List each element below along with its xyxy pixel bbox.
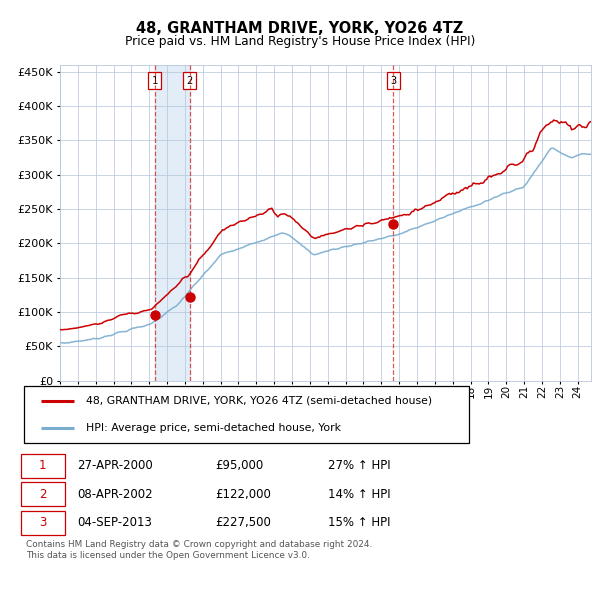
Text: Price paid vs. HM Land Registry's House Price Index (HPI): Price paid vs. HM Land Registry's House … xyxy=(125,35,475,48)
Text: 3: 3 xyxy=(390,76,397,86)
Text: 1: 1 xyxy=(39,460,47,473)
Text: 2: 2 xyxy=(187,76,193,86)
Text: £95,000: £95,000 xyxy=(215,460,263,473)
Text: This data is licensed under the Open Government Licence v3.0.: This data is licensed under the Open Gov… xyxy=(26,551,310,560)
Text: 08-APR-2002: 08-APR-2002 xyxy=(77,488,153,501)
Text: Contains HM Land Registry data © Crown copyright and database right 2024.: Contains HM Land Registry data © Crown c… xyxy=(26,540,373,549)
Text: 3: 3 xyxy=(39,516,47,529)
Text: £227,500: £227,500 xyxy=(215,516,271,529)
FancyBboxPatch shape xyxy=(21,482,65,506)
FancyBboxPatch shape xyxy=(23,386,469,443)
Text: HPI: Average price, semi-detached house, York: HPI: Average price, semi-detached house,… xyxy=(86,423,341,433)
Text: 48, GRANTHAM DRIVE, YORK, YO26 4TZ: 48, GRANTHAM DRIVE, YORK, YO26 4TZ xyxy=(136,21,464,35)
Text: 27% ↑ HPI: 27% ↑ HPI xyxy=(328,460,391,473)
Text: 14% ↑ HPI: 14% ↑ HPI xyxy=(328,488,391,501)
Text: 04-SEP-2013: 04-SEP-2013 xyxy=(77,516,152,529)
Text: 15% ↑ HPI: 15% ↑ HPI xyxy=(328,516,391,529)
Text: 1: 1 xyxy=(152,76,158,86)
Text: 2: 2 xyxy=(39,488,47,501)
Text: £122,000: £122,000 xyxy=(215,488,271,501)
FancyBboxPatch shape xyxy=(21,510,65,535)
Text: 48, GRANTHAM DRIVE, YORK, YO26 4TZ (semi-detached house): 48, GRANTHAM DRIVE, YORK, YO26 4TZ (semi… xyxy=(86,396,432,406)
Text: 27-APR-2000: 27-APR-2000 xyxy=(77,460,153,473)
FancyBboxPatch shape xyxy=(21,454,65,478)
Bar xyxy=(155,65,190,381)
